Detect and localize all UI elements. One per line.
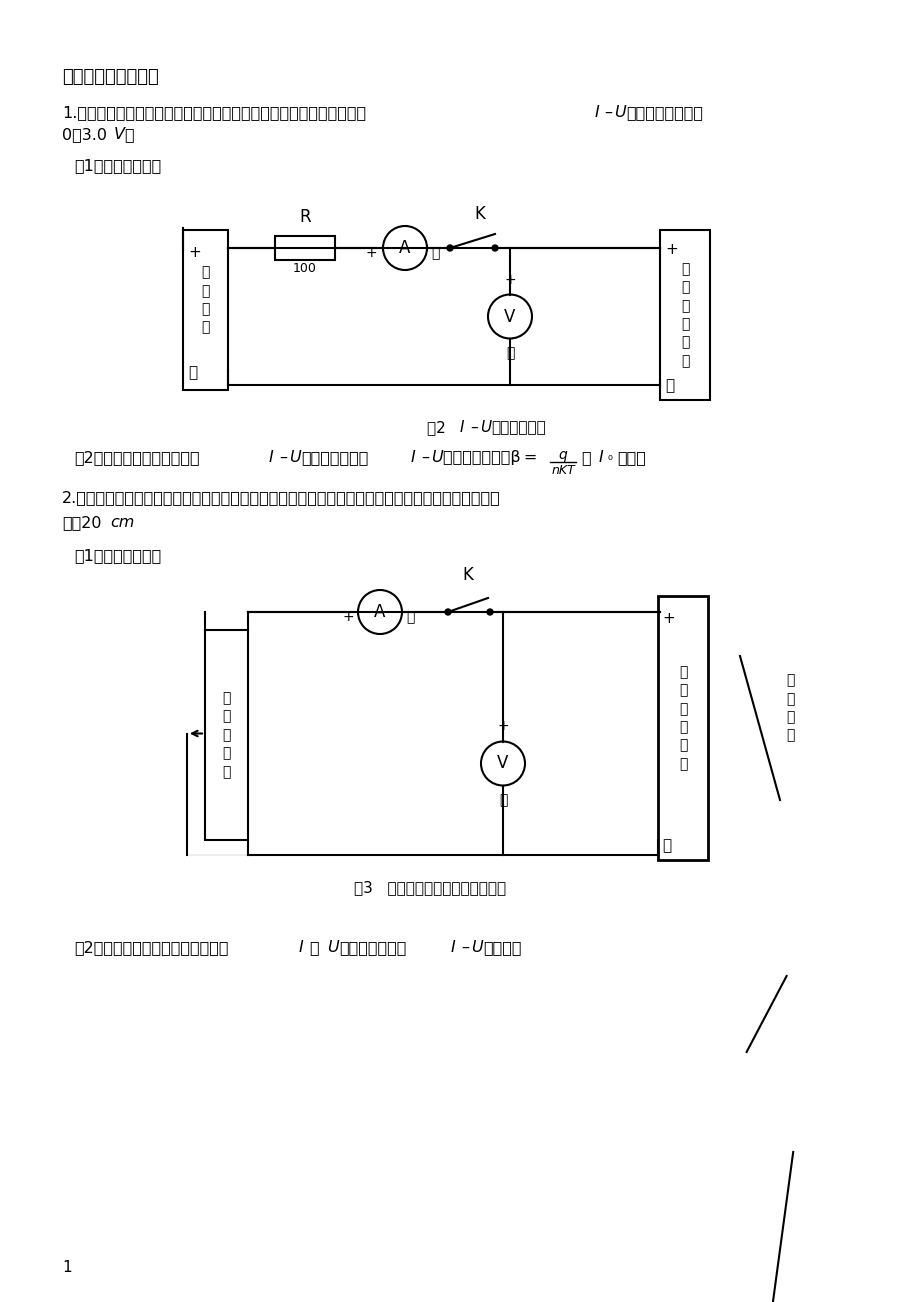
- Text: V: V: [497, 754, 508, 772]
- Text: –: –: [421, 450, 428, 465]
- Text: －: －: [662, 838, 670, 853]
- Circle shape: [445, 609, 450, 615]
- Text: 特性测量电路: 特性测量电路: [491, 421, 545, 435]
- Text: –: –: [604, 105, 611, 120]
- Circle shape: [492, 245, 497, 251]
- Text: K: K: [462, 566, 473, 585]
- Text: –: –: [470, 421, 477, 435]
- Text: ）: ）: [124, 128, 133, 142]
- Text: –: –: [460, 940, 469, 954]
- Text: nKT: nKT: [550, 464, 574, 477]
- Circle shape: [486, 609, 493, 615]
- Text: （1）连接电路图。: （1）连接电路图。: [74, 548, 161, 562]
- Text: A: A: [374, 603, 385, 621]
- Circle shape: [487, 294, 531, 339]
- Text: V: V: [504, 307, 516, 326]
- Text: I: I: [595, 105, 599, 120]
- Text: ₀: ₀: [607, 450, 612, 464]
- Text: （1）连接电路图。: （1）连接电路图。: [74, 158, 161, 173]
- Text: I: I: [411, 450, 415, 465]
- Text: 太
阳
能
电
池
板: 太 阳 能 电 池 板: [678, 665, 686, 771]
- Text: –: –: [278, 450, 287, 465]
- Text: U: U: [430, 450, 442, 465]
- Text: R: R: [299, 208, 311, 227]
- Text: 图2: 图2: [426, 421, 460, 435]
- Text: A: A: [399, 240, 410, 256]
- Text: －: －: [664, 378, 674, 393]
- Text: cm: cm: [110, 516, 134, 530]
- Text: I: I: [299, 940, 303, 954]
- Text: 1: 1: [62, 1260, 72, 1275]
- Text: V: V: [114, 128, 125, 142]
- Text: 2.在不加偏压时，用白色光照射，测量多晶硅太阳能电池一些特性。注意此时光源到太阳能电池距离保: 2.在不加偏压时，用白色光照射，测量多晶硅太阳能电池一些特性。注意此时光源到太阳…: [62, 490, 500, 505]
- Polygon shape: [275, 236, 335, 260]
- Text: －: －: [498, 793, 506, 807]
- Text: 持为20: 持为20: [62, 516, 101, 530]
- Circle shape: [447, 245, 452, 251]
- Text: q: q: [558, 448, 567, 462]
- Text: 曲线并求出常数β =: 曲线并求出常数β =: [443, 450, 540, 465]
- Text: 图3   恒定光源太阳能电池特性实验: 图3 恒定光源太阳能电池特性实验: [354, 880, 505, 894]
- Text: 稳
压
电
源: 稳 压 电 源: [201, 266, 210, 335]
- Text: 和: 和: [581, 450, 590, 465]
- Text: U: U: [613, 105, 625, 120]
- Text: I: I: [450, 940, 455, 954]
- Text: I: I: [598, 450, 603, 465]
- Text: +: +: [504, 272, 516, 286]
- Text: U: U: [289, 450, 301, 465]
- Text: 变化关系，画出: 变化关系，画出: [338, 940, 406, 954]
- Circle shape: [357, 590, 402, 634]
- Text: +: +: [365, 246, 377, 260]
- Text: +: +: [496, 720, 508, 733]
- Text: +: +: [342, 611, 354, 624]
- Text: （2）测量电池在不同负载电阻下，: （2）测量电池在不同负载电阻下，: [74, 940, 228, 954]
- Text: U: U: [480, 421, 491, 435]
- Text: －: －: [505, 346, 514, 361]
- Text: 关系数据，画出: 关系数据，画出: [301, 450, 368, 465]
- Text: 滑
线
变
阻
器: 滑 线 变 阻 器: [222, 691, 231, 779]
- Text: （2）利用测得的正向偏压时: （2）利用测得的正向偏压时: [74, 450, 199, 465]
- Circle shape: [382, 227, 426, 270]
- Text: 0－3.0: 0－3.0: [62, 128, 107, 142]
- Text: +: +: [662, 611, 674, 626]
- Text: K: K: [474, 204, 485, 223]
- Text: U: U: [471, 940, 482, 954]
- Text: 太
阳
能
电
池
板: 太 阳 能 电 池 板: [680, 262, 688, 368]
- Text: +: +: [664, 242, 677, 256]
- Text: 1.在没有光源（全黑）的条件下，测量单晶硅太阳能电池正向偏压时的: 1.在没有光源（全黑）的条件下，测量单晶硅太阳能电池正向偏压时的: [62, 105, 366, 120]
- Text: I: I: [460, 421, 464, 435]
- Text: +: +: [187, 245, 200, 260]
- Text: 100: 100: [293, 262, 316, 275]
- Text: I: I: [268, 450, 274, 465]
- Text: －: －: [187, 365, 197, 380]
- Text: －: －: [430, 246, 438, 260]
- Text: －: －: [405, 611, 414, 624]
- Text: 曲线图。: 曲线图。: [482, 940, 521, 954]
- Text: 的值。: 的值。: [617, 450, 645, 465]
- Text: 恒
定
光
源: 恒 定 光 源: [785, 673, 793, 742]
- Text: 特性（直流偏压从: 特性（直流偏压从: [625, 105, 702, 120]
- Text: U: U: [326, 940, 338, 954]
- Text: 【实验内容及步骤】: 【实验内容及步骤】: [62, 68, 159, 86]
- Text: 对: 对: [309, 940, 318, 954]
- Circle shape: [481, 742, 525, 785]
